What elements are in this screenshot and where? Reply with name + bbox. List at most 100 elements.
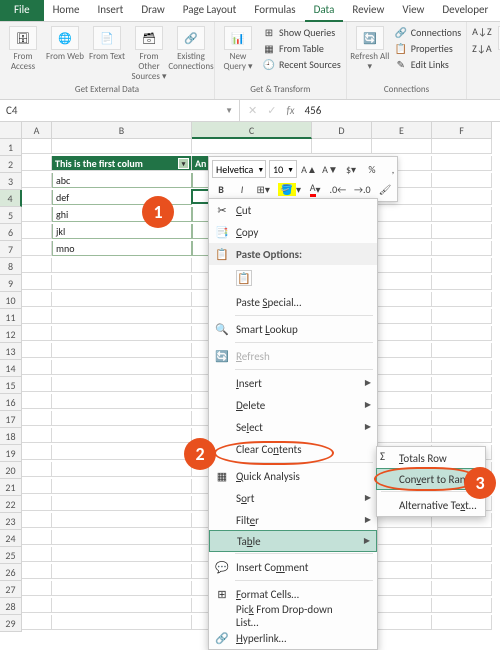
ctx-filter[interactable]: Filter▶: [209, 509, 377, 531]
ctx-hyperlink[interactable]: 🔗Hyperlink…: [209, 627, 377, 649]
cell[interactable]: [22, 224, 52, 239]
cell[interactable]: [52, 377, 192, 392]
cell[interactable]: [52, 615, 192, 630]
tab-developer[interactable]: Developer: [433, 0, 497, 21]
filter-icon[interactable]: ▾: [178, 158, 189, 169]
cell[interactable]: [22, 445, 52, 460]
mini-bold[interactable]: B: [212, 180, 230, 198]
cell[interactable]: [432, 598, 492, 613]
cell[interactable]: [432, 530, 492, 545]
row-header[interactable]: 6: [0, 224, 22, 241]
sort-za-button[interactable]: Z↓A: [470, 41, 494, 56]
mini-size-select[interactable]: 10▼: [269, 160, 297, 178]
from-table-button[interactable]: ▦From Table: [260, 40, 343, 56]
ctx-clear[interactable]: Clear Contents: [209, 438, 377, 460]
row-header[interactable]: 18: [0, 428, 22, 445]
cell[interactable]: [22, 479, 52, 494]
mini-comma[interactable]: ,: [384, 160, 402, 178]
cell[interactable]: [372, 581, 432, 596]
cell[interactable]: [52, 258, 192, 273]
cell[interactable]: [52, 411, 192, 426]
cell[interactable]: [432, 292, 492, 307]
cell[interactable]: [52, 309, 192, 324]
cancel-icon[interactable]: ✕: [248, 104, 257, 117]
existing-conn-button[interactable]: 🔗Existing Connections: [171, 24, 211, 74]
tab-draw[interactable]: Draw: [132, 0, 173, 21]
formula-bar-value[interactable]: 456: [305, 104, 322, 117]
cell[interactable]: [22, 156, 52, 171]
ctx-format-cells[interactable]: ⊞Format Cells…: [209, 583, 377, 605]
ctx-cut[interactable]: ✂Cut: [209, 199, 377, 221]
cell[interactable]: [372, 326, 432, 341]
cell[interactable]: [192, 139, 312, 154]
cell[interactable]: [52, 462, 192, 477]
cell[interactable]: [52, 581, 192, 596]
row-header[interactable]: 1: [0, 139, 22, 156]
cell[interactable]: [372, 530, 432, 545]
row-header[interactable]: 16: [0, 394, 22, 411]
cell[interactable]: [432, 326, 492, 341]
cell[interactable]: [22, 598, 52, 613]
cell[interactable]: [22, 547, 52, 562]
mini-font-select[interactable]: Helvetica▼: [212, 160, 266, 178]
mini-increase-font[interactable]: A▲: [300, 160, 318, 178]
cell[interactable]: [432, 428, 492, 443]
name-box[interactable]: C4 ▼: [0, 100, 240, 121]
ctx-table[interactable]: Table▶: [209, 530, 377, 552]
mini-border[interactable]: ⊞▾: [254, 180, 272, 198]
row-header[interactable]: 22: [0, 496, 22, 513]
cell[interactable]: [432, 581, 492, 596]
enter-icon[interactable]: ✓: [267, 104, 276, 117]
ctx-insert[interactable]: Insert▶: [209, 372, 377, 394]
from-web-button[interactable]: 🌐From Web: [45, 24, 85, 64]
col-header-b[interactable]: B: [52, 122, 192, 139]
ctx-quick-analysis[interactable]: ▦Quick Analysis: [209, 465, 377, 487]
cell[interactable]: [22, 173, 52, 188]
row-header[interactable]: 9: [0, 275, 22, 292]
cell[interactable]: [372, 377, 432, 392]
cell[interactable]: [432, 564, 492, 579]
col-header-d[interactable]: D: [312, 122, 372, 139]
cell[interactable]: [22, 343, 52, 358]
cell[interactable]: [52, 326, 192, 341]
sort-button[interactable]: ⇅Sort: [496, 24, 500, 64]
paste-clipboard-icon[interactable]: 📋: [236, 270, 252, 286]
cell[interactable]: [22, 513, 52, 528]
col-header-c[interactable]: C: [192, 122, 312, 139]
cell[interactable]: [22, 496, 52, 511]
mini-italic[interactable]: I: [233, 180, 251, 198]
cell[interactable]: [432, 309, 492, 324]
cell[interactable]: [432, 139, 492, 154]
cell[interactable]: [432, 207, 492, 222]
row-header[interactable]: 27: [0, 581, 22, 598]
cell[interactable]: [372, 360, 432, 375]
fx-icon[interactable]: fx: [286, 104, 294, 117]
cell[interactable]: [22, 275, 52, 290]
ctx-copy[interactable]: 📑Copy: [209, 221, 377, 243]
row-header[interactable]: 24: [0, 530, 22, 547]
row-header[interactable]: 23: [0, 513, 22, 530]
row-header[interactable]: 12: [0, 326, 22, 343]
ctx-insert-comment[interactable]: 💬Insert Comment: [209, 556, 377, 578]
cell[interactable]: [52, 445, 192, 460]
col-header-e[interactable]: E: [372, 122, 432, 139]
edit-links-button[interactable]: ✎Edit Links: [392, 56, 463, 72]
connections-button[interactable]: 🔗Connections: [392, 24, 463, 40]
cell[interactable]: [22, 377, 52, 392]
cell[interactable]: [52, 428, 192, 443]
cell[interactable]: [372, 224, 432, 239]
mini-accounting[interactable]: $▾: [342, 160, 360, 178]
name-box-dropdown-icon[interactable]: ▼: [225, 106, 233, 116]
mini-dec-decimal[interactable]: .0←: [327, 180, 348, 198]
cell[interactable]: [22, 258, 52, 273]
cell[interactable]: mno: [52, 241, 192, 256]
from-text-button[interactable]: 📄From Text: [87, 24, 127, 64]
cell[interactable]: [22, 411, 52, 426]
tab-insert[interactable]: Insert: [89, 0, 133, 21]
cell[interactable]: [22, 139, 52, 154]
recent-sources-button[interactable]: 🕘Recent Sources: [260, 56, 343, 72]
row-header[interactable]: 29: [0, 615, 22, 632]
cell[interactable]: [432, 190, 492, 205]
row-header[interactable]: 10: [0, 292, 22, 309]
sub-alt-text[interactable]: Alternative Text…: [377, 494, 485, 516]
